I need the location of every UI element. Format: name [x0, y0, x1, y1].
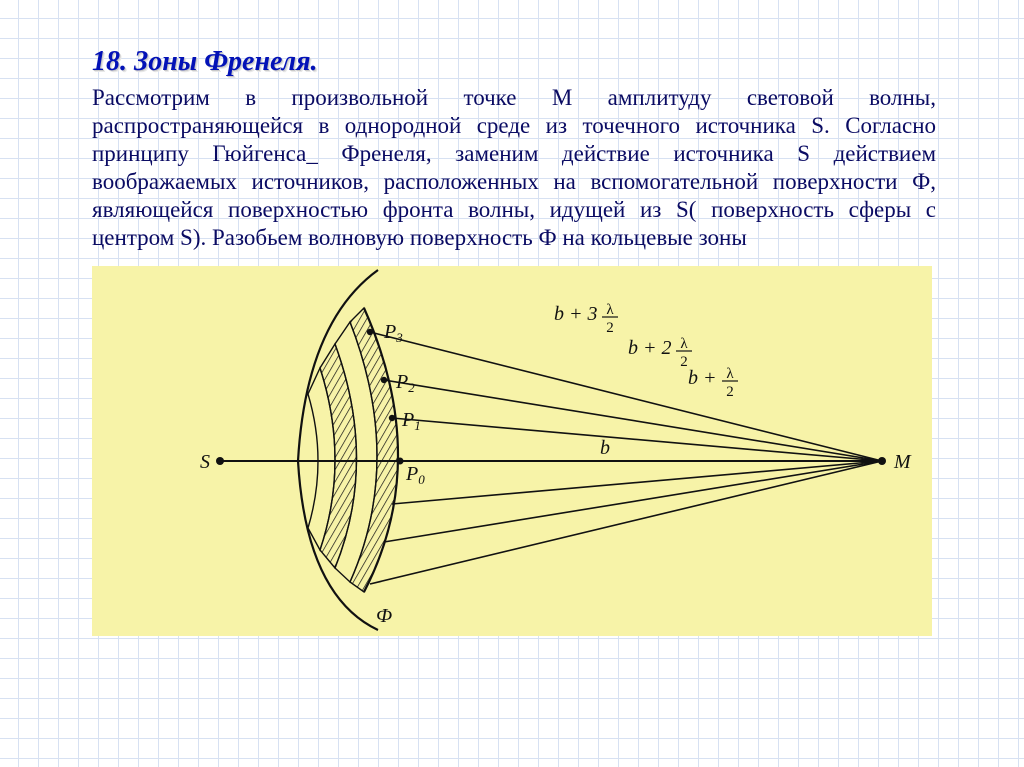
label-S: S: [200, 451, 210, 473]
svg-text:λ: λ: [680, 336, 688, 352]
svg-text:b + 2: b + 2: [628, 337, 672, 359]
fresnel-diagram: S M P0 P1 P2: [92, 266, 932, 636]
svg-text:b + 3: b + 3: [554, 303, 598, 325]
zone-band-1: [350, 308, 398, 592]
ray-P3-M: [370, 332, 882, 461]
slide-title: 18. Зоны Френеля.: [92, 46, 936, 78]
svg-text:λ: λ: [726, 366, 734, 382]
svg-text:2: 2: [726, 384, 734, 400]
svg-text:b +: b +: [688, 367, 717, 389]
label-b-plus-2: b + 2 λ 2: [628, 336, 692, 370]
slide-content: 18. Зоны Френеля. Рассмотрим в произволь…: [0, 0, 1024, 636]
svg-text:λ: λ: [606, 302, 614, 318]
slide-paragraph: Рассмотрим в произвольной точке М амплит…: [92, 84, 936, 252]
label-b-plus-1: b + λ 2: [688, 366, 738, 400]
label-P0: P0: [405, 463, 425, 487]
label-Phi: Ф: [376, 605, 392, 627]
svg-text:2: 2: [680, 354, 688, 370]
ray-P2-M: [384, 380, 882, 461]
point-P0: [397, 458, 404, 465]
svg-text:2: 2: [606, 320, 614, 336]
ray-P1m-M: [392, 461, 882, 504]
label-b-plus-3: b + 3 λ 2: [554, 302, 618, 336]
ray-P1-M: [392, 418, 882, 461]
point-S: [216, 457, 224, 465]
label-P3: P3: [383, 321, 403, 345]
label-M: M: [893, 451, 912, 473]
ray-P2m-M: [384, 461, 882, 542]
ray-P3m-M: [370, 461, 882, 584]
label-b: b: [600, 437, 610, 459]
